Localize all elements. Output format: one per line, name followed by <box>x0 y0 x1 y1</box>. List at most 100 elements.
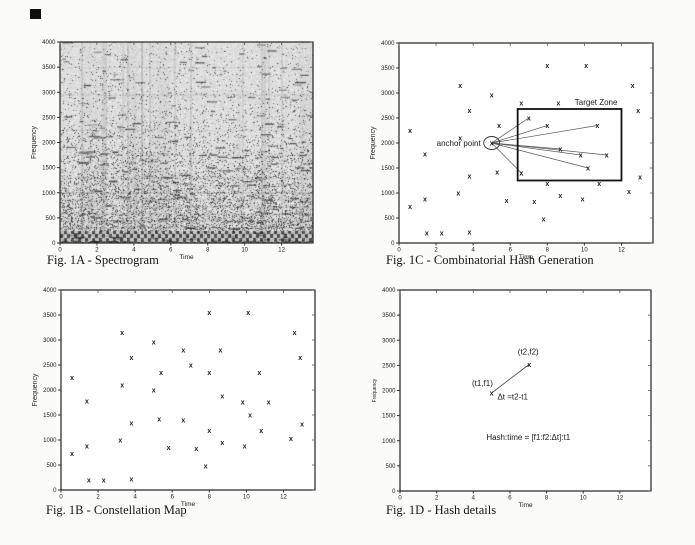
constellation-point-marker: x <box>638 174 642 181</box>
constellation-point-marker: x <box>440 230 444 237</box>
x-tick-label: 10 <box>243 495 250 501</box>
annotation-text: Hash:time = [f1:f2:Δt]:t1 <box>486 433 570 442</box>
y-tick-label: 2000 <box>42 141 56 147</box>
hash-pair-line <box>491 142 607 156</box>
hash-segment-line <box>491 364 530 394</box>
constellation-point-marker: x <box>542 216 546 223</box>
x-tick-label: 2 <box>96 495 100 501</box>
y-tick-label: 0 <box>392 489 396 495</box>
constellation-point-marker: x <box>595 123 599 130</box>
constellation-point-marker: x <box>519 170 523 177</box>
x-tick-label: 6 <box>169 248 173 254</box>
constellation-point-marker: x <box>194 446 198 453</box>
y-tick-label: 1500 <box>381 166 395 172</box>
constellation-point-marker: x <box>458 83 462 90</box>
y-tick-label: 3500 <box>43 313 57 319</box>
x-tick-label: 0 <box>398 496 402 502</box>
constellation-point-marker: x <box>527 362 531 369</box>
y-tick-label: 3000 <box>42 90 56 96</box>
constellation-point-marker: x <box>159 370 163 377</box>
constellation-point-marker: x <box>220 393 224 400</box>
constellation-point-marker: x <box>490 390 494 397</box>
constellation-point-marker: x <box>458 135 462 142</box>
y-tick-label: 1500 <box>43 413 57 419</box>
point-label: (t1,f1) <box>472 379 493 388</box>
y-tick-label: 0 <box>391 241 395 247</box>
y-tick-label: 2500 <box>42 115 56 121</box>
x-tick-label: 8 <box>208 495 212 501</box>
constellation-point-marker: x <box>497 123 501 130</box>
x-tick-label: 4 <box>132 248 136 254</box>
spectrogram-axes: 0 2 4 6 8 10 12 0 500 1000 1500 2000 2500 3000 3500 400… <box>31 40 314 261</box>
constellation-point-marker: x <box>408 204 412 211</box>
scan-artifact-mark <box>30 9 41 19</box>
constellation-point-marker: x <box>467 108 471 115</box>
constellation-point-marker: x <box>152 339 156 346</box>
constellation-point-marker: x <box>220 440 224 447</box>
constellation-point-marker: x <box>167 445 171 452</box>
constellation-point-marker: x <box>519 100 523 107</box>
axis-box <box>59 41 314 244</box>
constellation-point-marker: x <box>423 196 427 203</box>
point-label: (t2,f2) <box>518 347 539 356</box>
constellation-point-marker: x <box>70 375 74 382</box>
constellation-point-marker: x <box>423 151 427 158</box>
x-tick-label: 8 <box>546 248 550 254</box>
constellation-point-marker: x <box>605 152 609 159</box>
constellation-point-marker: x <box>207 310 211 317</box>
y-tick-label: 4000 <box>382 288 396 294</box>
y-axis-label: Frequency <box>372 378 378 402</box>
constellation-point-marker: x <box>70 451 74 458</box>
y-tick-label: 1500 <box>382 414 396 420</box>
x-tick-label: 4 <box>133 495 137 501</box>
constellation-point-marker: x <box>298 355 302 362</box>
y-tick-label: 3500 <box>381 66 395 72</box>
constellation-point-marker: x <box>204 463 208 470</box>
x-axis-label: Time <box>518 502 533 509</box>
constellation-point-marker: x <box>102 477 106 484</box>
constellation-point-marker: x <box>627 189 631 196</box>
constellation-point-marker: x <box>248 412 252 419</box>
x-tick-label: 12 <box>618 248 625 254</box>
y-tick-label: 0 <box>53 488 57 494</box>
constellation-point-marker: x <box>246 310 250 317</box>
constellation-point-marker: x <box>87 477 91 484</box>
x-tick-label: 12 <box>280 495 287 501</box>
constellation-point-marker: x <box>267 399 271 406</box>
axis-box <box>60 289 316 491</box>
constellation-point-marker: x <box>293 330 297 337</box>
constellation-point-marker: x <box>586 165 590 172</box>
x-tick-label: 10 <box>581 248 588 254</box>
constellation-point-marker: x <box>207 370 211 377</box>
panel-spectrogram: 0 2 4 6 8 10 12 0 500 1000 1500 2000 2500 3000 3500 400… <box>0 0 348 272</box>
y-tick-label: 1000 <box>381 191 395 197</box>
caption-fig1c: Fig. 1C - Combinatorial Hash Generation <box>386 253 594 267</box>
constellation-point-marker: x <box>120 382 124 389</box>
constellation-point-marker: x <box>597 181 601 188</box>
x-tick-label: 2 <box>95 248 99 254</box>
panel-constellation-map: 0 2 4 6 8 10 12 0 500 1000 1500 2000 2500 3000 3500 400… <box>0 272 348 545</box>
y-tick-label: 500 <box>46 463 57 469</box>
constellation-point-marker: x <box>490 140 494 147</box>
constellation-point-marker: x <box>467 229 471 236</box>
constellation-point-marker: x <box>152 387 156 394</box>
constellation-point-marker: x <box>181 347 185 354</box>
axis-box <box>399 289 652 492</box>
constellation-point-marker: x <box>456 190 460 197</box>
y-tick-label: 3500 <box>42 65 56 71</box>
constellation-point-marker: x <box>129 420 133 427</box>
x-tick-label: 12 <box>278 248 285 254</box>
constellation-point-marker: x <box>85 443 89 450</box>
x-axis-label: Time <box>179 254 194 261</box>
constellation-point-marker: x <box>490 92 494 99</box>
y-tick-label: 1000 <box>42 191 56 197</box>
x-tick-label: 6 <box>171 495 175 501</box>
x-axis-label: Time <box>181 501 196 508</box>
x-axis-label: Time <box>519 254 534 261</box>
x-tick-label: 0 <box>59 495 63 501</box>
constellation-point-marker: x <box>257 370 261 377</box>
x-tick-label: 4 <box>472 496 476 502</box>
y-axis-label: Frequency <box>32 373 39 407</box>
y-tick-label: 4000 <box>42 40 56 46</box>
